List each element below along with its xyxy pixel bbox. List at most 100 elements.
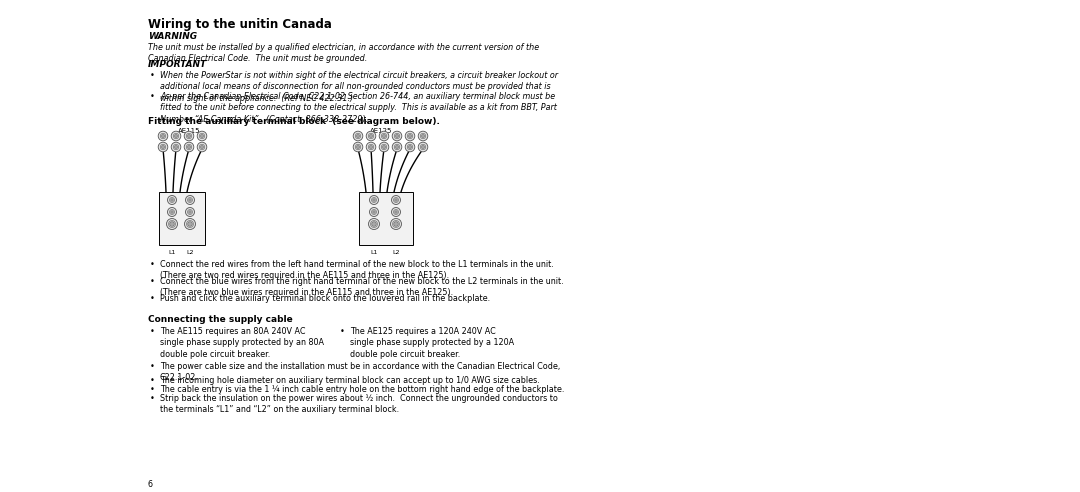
Circle shape (382, 135, 386, 137)
Circle shape (372, 222, 376, 226)
Circle shape (160, 144, 165, 150)
Circle shape (171, 211, 173, 213)
Text: Strip back the insulation on the power wires about ½ inch.  Connect the unground: Strip back the insulation on the power w… (160, 394, 558, 414)
Circle shape (186, 195, 194, 205)
Circle shape (381, 144, 387, 150)
Circle shape (172, 142, 180, 152)
Circle shape (407, 144, 413, 150)
Circle shape (369, 146, 373, 149)
Circle shape (201, 146, 203, 149)
Text: •: • (150, 376, 154, 385)
Circle shape (421, 146, 424, 149)
Circle shape (408, 146, 411, 149)
Text: •: • (150, 327, 154, 336)
Circle shape (187, 144, 192, 150)
Circle shape (200, 133, 205, 139)
Circle shape (198, 142, 206, 152)
Text: L2: L2 (368, 132, 374, 137)
Circle shape (160, 133, 165, 139)
Bar (359, 192, 413, 245)
Circle shape (391, 208, 401, 216)
Circle shape (186, 208, 194, 216)
Text: •: • (150, 92, 154, 101)
Circle shape (379, 142, 389, 152)
Text: Connect the blue wires from the right hand terminal of the new block to the L2 t: Connect the blue wires from the right ha… (160, 277, 564, 298)
Text: The AE115 requires an 80A 240V AC
single phase supply protected by an 80A
double: The AE115 requires an 80A 240V AC single… (160, 327, 324, 359)
Text: •: • (150, 362, 154, 371)
Text: The power cable size and the installation must be in accordance with the Canadia: The power cable size and the installatio… (160, 362, 561, 382)
Circle shape (418, 131, 428, 141)
Circle shape (185, 218, 195, 229)
Text: •: • (150, 394, 154, 403)
Text: Connect the red wires from the left hand terminal of the new block to the L1 ter: Connect the red wires from the left hand… (160, 260, 554, 280)
Circle shape (372, 210, 377, 215)
Circle shape (368, 218, 379, 229)
Circle shape (381, 133, 387, 139)
Circle shape (187, 133, 192, 139)
Text: AE115: AE115 (178, 128, 201, 134)
Circle shape (170, 197, 175, 203)
Text: When the PowerStar is not within sight of the electrical circuit breakers, a cir: When the PowerStar is not within sight o… (160, 71, 558, 103)
Circle shape (392, 142, 402, 152)
Circle shape (188, 197, 192, 203)
Circle shape (189, 211, 191, 213)
Circle shape (173, 133, 178, 139)
Text: Wiring to the unitin Canada: Wiring to the unitin Canada (148, 18, 332, 31)
Text: Connecting the supply cable: Connecting the supply cable (148, 315, 293, 324)
Circle shape (166, 218, 177, 229)
Circle shape (355, 133, 361, 139)
Circle shape (158, 142, 167, 152)
Text: 6: 6 (148, 480, 153, 489)
Circle shape (353, 142, 363, 152)
Circle shape (170, 222, 174, 226)
Text: •: • (150, 385, 154, 394)
Circle shape (405, 131, 415, 141)
Circle shape (173, 144, 178, 150)
Circle shape (391, 195, 401, 205)
Circle shape (369, 195, 378, 205)
Text: Fitting the auxiliary terminal block  (see diagram below).: Fitting the auxiliary terminal block (se… (148, 117, 440, 126)
Circle shape (394, 133, 400, 139)
Circle shape (201, 135, 203, 137)
Circle shape (185, 131, 193, 141)
Circle shape (188, 146, 190, 149)
Circle shape (162, 135, 164, 137)
Circle shape (418, 142, 428, 152)
Text: •: • (150, 277, 154, 286)
Circle shape (353, 131, 363, 141)
Text: L3: L3 (186, 132, 192, 137)
Text: IMPORTANT: IMPORTANT (148, 60, 207, 69)
Circle shape (368, 144, 374, 150)
Circle shape (394, 222, 399, 226)
Text: •: • (340, 327, 345, 336)
Circle shape (167, 208, 176, 216)
Circle shape (355, 144, 361, 150)
Circle shape (407, 133, 413, 139)
Text: L1: L1 (394, 132, 400, 137)
Circle shape (370, 220, 378, 227)
Circle shape (408, 135, 411, 137)
Circle shape (188, 135, 190, 137)
Circle shape (368, 133, 374, 139)
Text: Push and click the auxiliary terminal block onto the louvered rail in the backpl: Push and click the auxiliary terminal bl… (160, 294, 490, 303)
Text: WARNING: WARNING (148, 32, 198, 41)
Text: The AE125 requires a 120A 240V AC
single phase supply protected by a 120A
double: The AE125 requires a 120A 240V AC single… (350, 327, 514, 359)
Circle shape (373, 199, 375, 201)
Circle shape (172, 131, 180, 141)
Text: L2: L2 (392, 250, 400, 255)
Circle shape (168, 220, 175, 227)
Circle shape (198, 131, 206, 141)
Circle shape (162, 146, 164, 149)
Circle shape (167, 195, 176, 205)
Circle shape (405, 142, 415, 152)
Circle shape (394, 144, 400, 150)
Circle shape (187, 220, 193, 227)
Text: The cable entry is via the 1 ¼ inch cable entry hole on the bottom right hand ed: The cable entry is via the 1 ¼ inch cabl… (160, 385, 565, 394)
Circle shape (393, 210, 399, 215)
Circle shape (393, 197, 399, 203)
Text: L2: L2 (420, 132, 426, 137)
Text: L1: L1 (160, 132, 166, 137)
Circle shape (373, 211, 375, 213)
Bar (159, 192, 205, 245)
Text: The unit must be installed by a qualified electrician, in accordance with the cu: The unit must be installed by a qualifie… (148, 43, 539, 63)
